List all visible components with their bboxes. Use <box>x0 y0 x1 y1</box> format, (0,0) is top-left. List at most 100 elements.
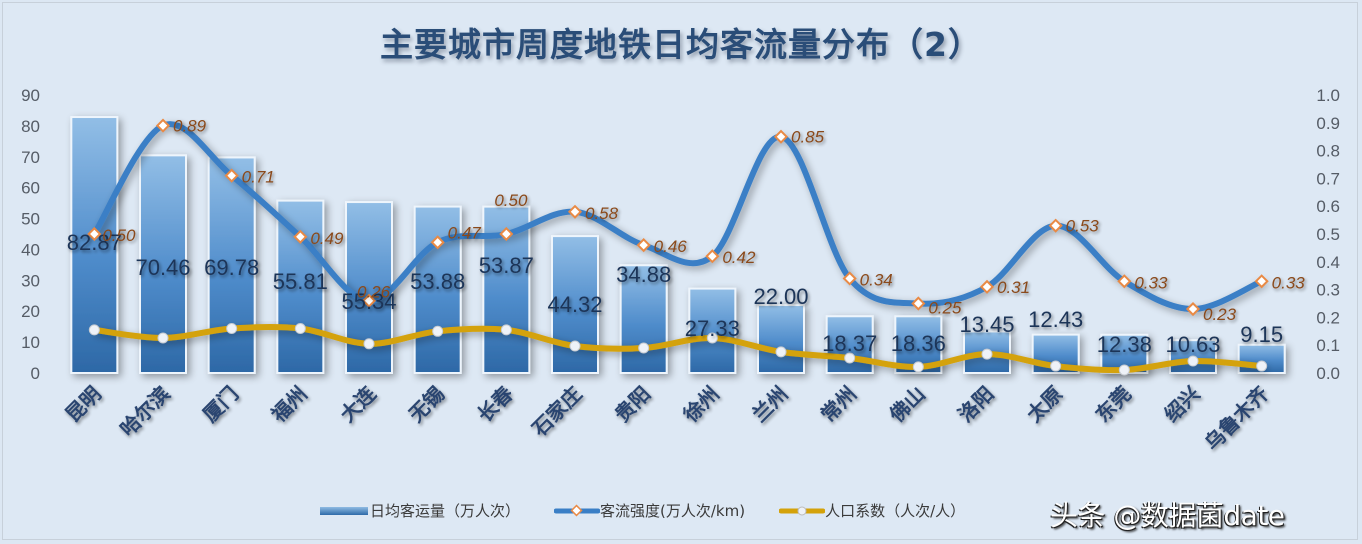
legend-label-population: 人口系数（人次/人） <box>825 502 966 520</box>
intensity-value-label: 0.46 <box>654 237 688 256</box>
population-marker <box>1256 360 1268 372</box>
bar-value-label: 53.88 <box>410 269 465 294</box>
left-axis-tick: 50 <box>21 210 40 229</box>
legend-label-intensity: 客流强度(万人次/km) <box>600 502 746 520</box>
population-marker <box>1050 360 1062 372</box>
intensity-marker <box>567 204 583 219</box>
x-axis-category-label: 洛阳 <box>953 382 998 427</box>
intensity-value-label: 0.33 <box>1272 273 1306 292</box>
population-marker <box>500 324 512 336</box>
bar-data-labels: 82.87 70.46 69.78 55.81 55.34 53.88 53.87 44.32… <box>67 230 1283 357</box>
intensity-value-label: 0.47 <box>448 223 482 242</box>
intensity-value-label: 0.23 <box>1203 305 1237 324</box>
intensity-marker <box>842 271 857 286</box>
left-axis-tick: 30 <box>21 271 40 290</box>
bar <box>276 199 325 374</box>
intensity-value-label: 0.25 <box>928 299 962 318</box>
intensity-value-label: 0.31 <box>997 278 1030 297</box>
legend-diamond-line-icon <box>554 503 601 517</box>
intensity-value-label: 0.85 <box>791 128 825 147</box>
population-marker <box>294 323 306 335</box>
legend-circle-line-icon <box>779 506 826 515</box>
watermark: 头条 @数据菌date <box>1050 499 1285 532</box>
population-marker <box>638 342 650 354</box>
population-marker <box>912 361 924 373</box>
left-axis-tick: 90 <box>21 86 40 105</box>
intensity-marker <box>1117 274 1132 289</box>
x-axis-category-label: 贵阳 <box>610 382 655 427</box>
x-axis-category-label: 绍兴 <box>1159 382 1204 427</box>
x-axis-category-label: 昆明 <box>61 382 106 427</box>
chart-title: 主要城市周度地铁日均客流量分布（2） <box>380 25 982 64</box>
intensity-value-label: 0.34 <box>860 270 893 289</box>
left-axis-tick: 10 <box>21 333 40 352</box>
right-axis-tick: 0.7 <box>1316 169 1340 188</box>
left-axis-tick: 60 <box>21 179 40 198</box>
x-axis-category-label: 乌鲁木齐 <box>1200 381 1274 455</box>
bar <box>413 205 462 374</box>
x-axis-category-label: 大连 <box>335 381 381 427</box>
bar-value-label: 13.45 <box>959 312 1014 337</box>
left-axis-tick: 20 <box>21 302 40 321</box>
population-marker <box>157 332 169 344</box>
bar-value-label: 70.46 <box>135 255 190 280</box>
population-marker <box>569 340 581 352</box>
intensity-marker <box>499 226 514 242</box>
bar-value-label: 18.37 <box>822 331 877 356</box>
right-axis-tick: 0.6 <box>1316 197 1340 216</box>
x-axis-category-label: 徐州 <box>678 382 724 428</box>
intensity-value-label: 0.50 <box>494 191 528 210</box>
bar <box>688 287 737 374</box>
intensity-marker <box>979 279 995 294</box>
intensity-marker <box>87 226 102 242</box>
right-axis-tick: 0.9 <box>1316 114 1340 133</box>
intensity-value-label: 0.58 <box>585 204 619 223</box>
right-y-axis: 0.0 0.1 0.2 0.3 0.4 0.5 0.6 0.7 0.8 0.9 1.0 <box>1316 86 1340 383</box>
line-series-population-coefficient <box>88 323 1268 376</box>
population-marker <box>363 338 375 350</box>
bar-value-label: 69.78 <box>204 255 259 280</box>
population-marker <box>775 346 787 358</box>
population-marker <box>432 325 444 337</box>
legend-item-bar: 日均客运量（万人次） <box>318 500 520 521</box>
population-marker <box>1118 364 1130 376</box>
intensity-value-label: 0.71 <box>242 168 275 187</box>
left-axis-tick: 40 <box>21 240 40 259</box>
intensity-marker <box>224 168 239 183</box>
intensity-marker <box>1185 301 1201 317</box>
right-axis-tick: 0.5 <box>1316 225 1340 244</box>
bar <box>207 156 256 374</box>
bar <box>757 304 805 374</box>
right-axis-tick: 1.0 <box>1316 86 1340 105</box>
intensity-marker <box>773 129 789 144</box>
population-marker <box>1187 355 1199 367</box>
x-axis-category-label: 福州 <box>266 382 312 428</box>
intensity-value-label: 0.33 <box>1134 273 1168 292</box>
intensity-marker <box>293 229 308 244</box>
right-axis-tick: 0.8 <box>1316 142 1340 161</box>
x-axis-category-label: 长春 <box>473 381 519 427</box>
intensity-value-label: 0.26 <box>357 283 391 302</box>
population-marker <box>706 332 718 344</box>
right-axis-tick: 0.3 <box>1316 281 1340 300</box>
bar-value-label: 12.43 <box>1028 307 1083 332</box>
bar <box>619 264 668 374</box>
left-axis-tick: 0 <box>31 364 40 383</box>
intensity-value-label: 0.89 <box>173 117 207 136</box>
bar-value-label: 9.15 <box>1240 322 1283 347</box>
bar-value-label: 55.34 <box>341 289 396 314</box>
x-axis-category-label: 常州 <box>816 382 861 427</box>
intensity-data-labels: 0.50 0.89 0.71 0.49 0.26 0.47 0.50 0.58 0.46 0.42… <box>102 117 1305 324</box>
x-axis-category-label: 兰州 <box>747 382 792 427</box>
intensity-marker <box>1048 218 1063 233</box>
chart-legend: 日均客运量（万人次） 客流强度(万人次/km) 人口系数（人次/人） <box>318 500 999 521</box>
left-axis-tick: 80 <box>21 117 40 136</box>
intensity-marker <box>705 249 720 264</box>
x-axis-category-label: 无锡 <box>404 382 449 427</box>
intensity-marker <box>911 296 926 311</box>
left-axis-tick: 70 <box>21 148 40 167</box>
bar-value-label: 10.63 <box>1165 332 1220 357</box>
bar-value-label: 27.33 <box>685 316 740 341</box>
line-series-intensity <box>87 118 1269 317</box>
